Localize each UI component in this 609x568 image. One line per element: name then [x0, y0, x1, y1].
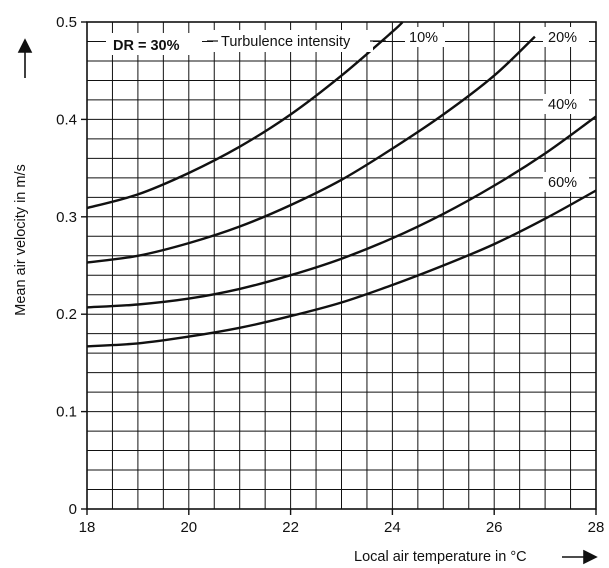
- y-axis-arrow-icon: [17, 38, 33, 78]
- series-line-10pct: [86, 21, 404, 210]
- x-axis-title: Local air temperature in °C: [354, 549, 527, 565]
- x-tick-label: 24: [384, 519, 401, 536]
- series-label-10-bg: [405, 27, 445, 47]
- series-line-60pct: [86, 189, 597, 348]
- y-tick-label: 0.3: [56, 209, 77, 226]
- y-axis-title: Mean air velocity in m/s: [13, 164, 29, 316]
- series-line-20pct: [86, 35, 536, 264]
- ti-label: Turbulence intensity: [221, 34, 351, 50]
- series-label-60-bg: [543, 172, 589, 192]
- ti-label-bg: [213, 30, 373, 52]
- x-tick-label: 26: [486, 519, 503, 536]
- series-label-10: 10%: [409, 30, 438, 46]
- plot-frame: [86, 21, 597, 510]
- series-label-40-bg: [543, 94, 589, 114]
- series-line-40pct: [86, 115, 597, 309]
- y-tick-label: 0: [69, 501, 77, 518]
- series-label-20: 20%: [548, 30, 577, 46]
- y-tick-label: 0.1: [56, 404, 77, 421]
- y-tick-label: 0.4: [56, 111, 77, 128]
- x-tick-label: 28: [588, 519, 605, 536]
- x-tick-label: 20: [180, 519, 197, 536]
- x-tick-label: 22: [282, 519, 299, 536]
- dr-label-bg: [106, 33, 202, 55]
- y-tick-label: 0.2: [56, 306, 77, 323]
- curve-layer: [86, 21, 597, 348]
- x-axis-arrow-icon: [562, 549, 598, 565]
- grid-layer: [87, 22, 596, 509]
- series-label-40: 40%: [548, 97, 577, 113]
- tick-layer: 18 20 22 24 26 28 0 0.1 0.2 0.3 0.4 0.5: [56, 14, 604, 536]
- x-tick-label: 18: [79, 519, 96, 536]
- dr-label: DR = 30%: [113, 38, 180, 54]
- y-tick-label: 0.5: [56, 14, 77, 31]
- series-label-20-bg: [543, 27, 589, 47]
- series-label-60: 60%: [548, 175, 577, 191]
